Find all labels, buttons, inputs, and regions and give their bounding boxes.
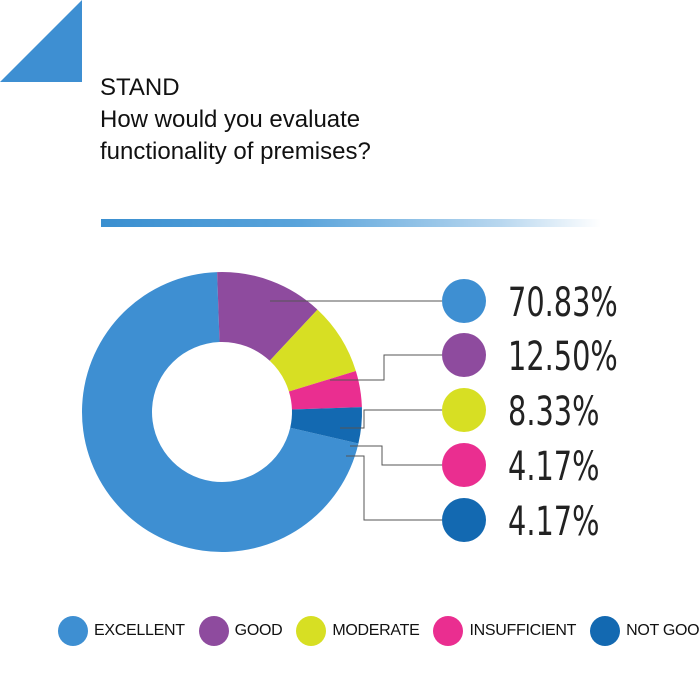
legend-swatch-not-good: [590, 616, 621, 646]
title-line-3: functionality of premises?: [100, 138, 371, 165]
legend-swatch-good: [198, 616, 229, 646]
legend-item-insufficient: INSUFFICIENT: [433, 616, 576, 646]
leader-line-good: [330, 354, 442, 381]
legend-item-excellent: EXCELLENT: [58, 616, 185, 646]
legend-swatch-insufficient: [433, 616, 464, 646]
legend-label-insufficient: INSUFFICIENT: [469, 622, 577, 639]
leader-line-not-good: [346, 455, 442, 521]
value-label-not-good: 4.17%: [508, 499, 599, 545]
legend-item-moderate: MODERATE: [296, 616, 420, 646]
callout-dot-excellent: [442, 279, 486, 323]
callout-dot-insufficient: [442, 443, 486, 487]
leader-line-insufficient: [350, 445, 442, 466]
corner-triangle-decoration: [0, 0, 82, 82]
slice-excellent: [81, 272, 359, 552]
legend-swatch-excellent: [58, 616, 88, 646]
legend-label-not-good: NOT GOOD: [626, 622, 700, 639]
value-label-good: 12.50%: [508, 334, 618, 380]
value-label-insufficient: 4.17%: [508, 444, 599, 490]
callout-dot-not-good: [442, 498, 486, 542]
legend-label-good: GOOD: [234, 622, 283, 639]
callout-dot-good: [442, 333, 486, 377]
legend-label-excellent: EXCELLENT: [94, 622, 185, 639]
title-line-1: STAND: [100, 74, 180, 101]
slice-not-good: [290, 407, 362, 444]
legend-item-good: GOOD: [198, 616, 283, 646]
legend-label-moderate: MODERATE: [332, 622, 420, 639]
title-divider: [101, 219, 601, 227]
title-line-2: How would you evaluate: [100, 106, 361, 133]
slice-insufficient: [288, 371, 362, 410]
legend-swatch-moderate: [296, 616, 327, 646]
chart-legend: EXCELLENT GOOD MODERATE INSUFFICIENT NOT GOO…: [58, 614, 700, 648]
slice-moderate: [269, 309, 356, 392]
value-label-excellent: 70.83%: [508, 280, 618, 326]
leader-line-moderate: [340, 409, 442, 429]
slice-good: [217, 272, 318, 361]
value-label-moderate: 8.33%: [508, 389, 599, 435]
callout-dot-moderate: [442, 388, 486, 432]
chart-title: STAND How would you evaluate functionali…: [100, 72, 520, 168]
legend-item-not-good: NOT GOOD: [590, 616, 700, 646]
